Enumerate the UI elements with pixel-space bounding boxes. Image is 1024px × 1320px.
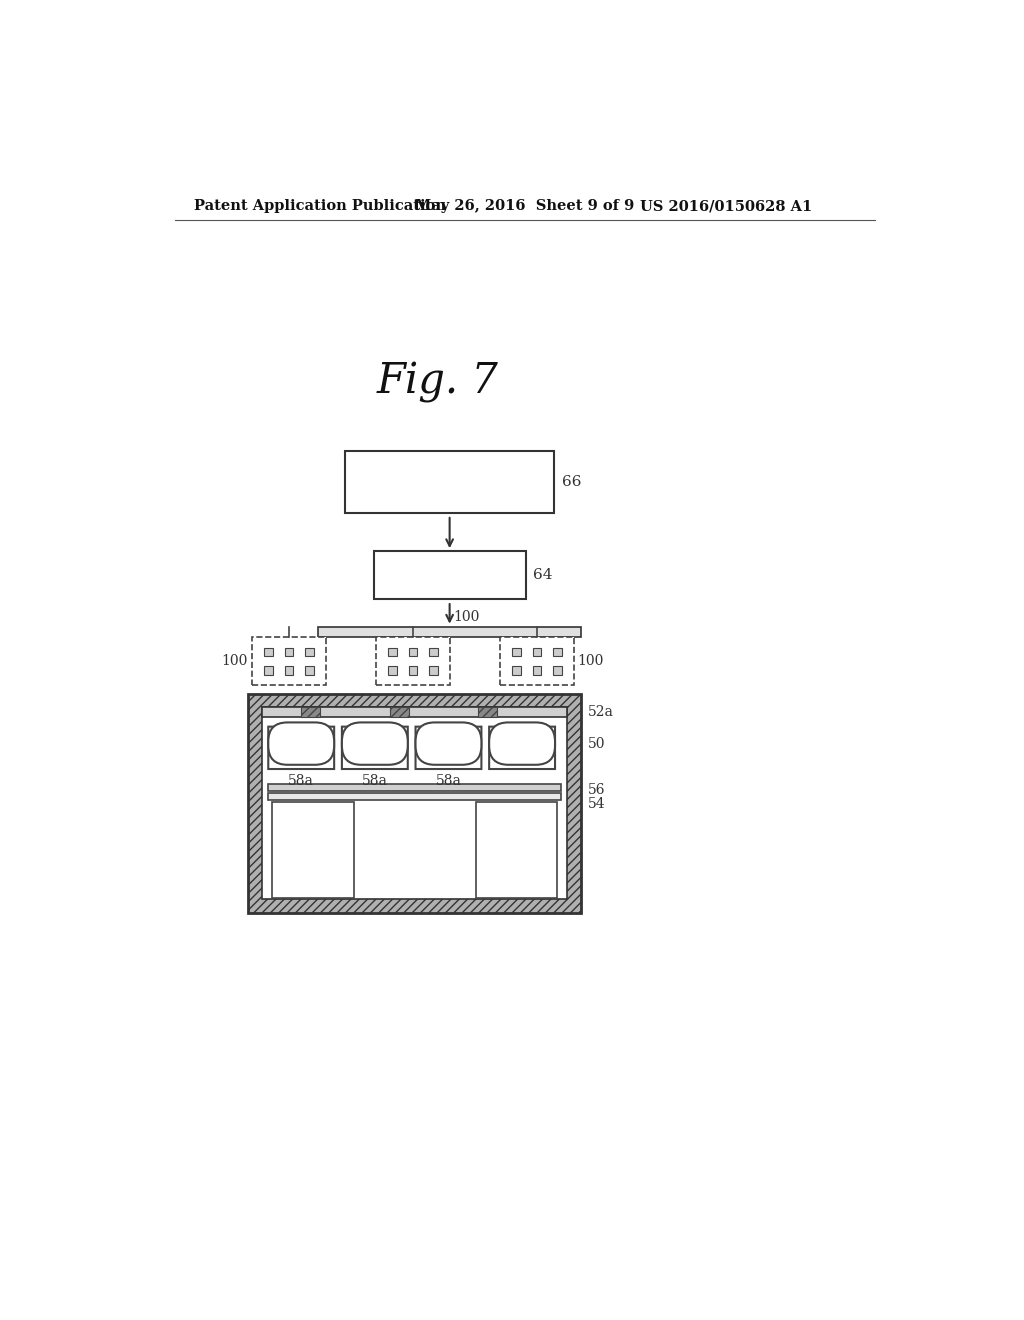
- Bar: [248, 693, 582, 913]
- Bar: [376, 638, 450, 685]
- Bar: [268, 793, 561, 800]
- Bar: [477, 708, 497, 718]
- Text: 58a: 58a: [435, 775, 462, 788]
- Bar: [476, 803, 557, 898]
- Bar: [272, 803, 353, 898]
- Text: 52a: 52a: [588, 705, 613, 719]
- Text: US 2016/0150628 A1: US 2016/0150628 A1: [640, 199, 812, 213]
- FancyBboxPatch shape: [268, 722, 334, 764]
- Text: 100: 100: [222, 655, 248, 668]
- Bar: [390, 708, 410, 718]
- Text: 58a: 58a: [361, 775, 388, 788]
- Bar: [285, 667, 293, 675]
- Bar: [268, 784, 561, 792]
- FancyBboxPatch shape: [342, 726, 408, 770]
- Bar: [305, 648, 313, 656]
- Text: 100: 100: [578, 655, 604, 668]
- Bar: [305, 667, 313, 675]
- Text: 56: 56: [588, 783, 605, 797]
- Bar: [262, 708, 567, 718]
- Bar: [388, 648, 396, 656]
- Bar: [512, 648, 520, 656]
- Bar: [512, 667, 520, 675]
- Text: 50: 50: [588, 737, 605, 751]
- Bar: [409, 667, 417, 675]
- Bar: [264, 667, 272, 675]
- Bar: [285, 648, 293, 656]
- Text: Fig. 7: Fig. 7: [377, 360, 499, 403]
- Bar: [252, 638, 326, 685]
- Bar: [429, 648, 437, 656]
- Bar: [429, 667, 437, 675]
- Bar: [553, 667, 561, 675]
- Bar: [500, 638, 573, 685]
- Text: May 26, 2016  Sheet 9 of 9: May 26, 2016 Sheet 9 of 9: [415, 199, 634, 213]
- Bar: [553, 648, 561, 656]
- Bar: [262, 708, 567, 899]
- FancyBboxPatch shape: [416, 722, 481, 764]
- Bar: [409, 648, 417, 656]
- Bar: [532, 667, 541, 675]
- Text: Patent Application Publication: Patent Application Publication: [194, 199, 445, 213]
- Text: 58a: 58a: [289, 775, 314, 788]
- Text: 100: 100: [454, 610, 480, 623]
- Bar: [375, 552, 525, 599]
- FancyBboxPatch shape: [489, 726, 555, 770]
- Bar: [345, 451, 554, 512]
- Bar: [301, 708, 321, 718]
- Text: 64: 64: [534, 568, 553, 582]
- FancyBboxPatch shape: [342, 722, 408, 764]
- FancyBboxPatch shape: [268, 726, 334, 770]
- Bar: [388, 667, 396, 675]
- Text: 66: 66: [562, 475, 582, 488]
- Bar: [264, 648, 272, 656]
- Bar: [532, 648, 541, 656]
- Text: 54: 54: [588, 797, 605, 812]
- FancyBboxPatch shape: [489, 722, 555, 764]
- FancyBboxPatch shape: [416, 726, 481, 770]
- Bar: [317, 627, 582, 636]
